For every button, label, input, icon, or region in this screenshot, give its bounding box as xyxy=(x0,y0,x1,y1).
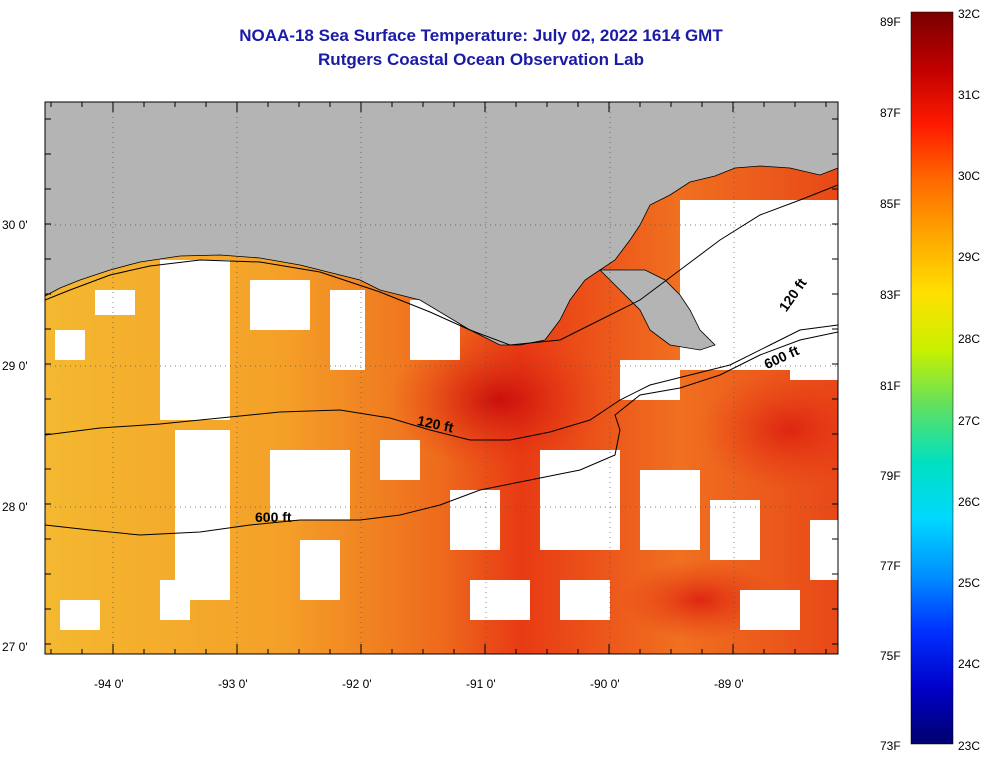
lon-tick-label: -92 0' xyxy=(342,677,372,691)
warm-patch-east xyxy=(700,370,838,490)
contour-120ft xyxy=(45,184,838,346)
colorbar-label-c: 31C xyxy=(958,88,980,102)
land-delta xyxy=(599,269,716,351)
lon-axis: -94 0' -93 0' -92 0' -91 0' -90 0' -89 0… xyxy=(94,677,744,691)
colorbar-label-c: 26C xyxy=(958,495,980,509)
colorbar-label-f: 79F xyxy=(880,469,901,483)
colorbar-label-f: 87F xyxy=(880,106,901,120)
colorbar-f-labels: 89F 87F 85F 83F 81F 79F 77F 75F 73F xyxy=(880,15,901,753)
lat-tick-label: 29 0' xyxy=(2,359,28,373)
contour-label-120ft-central: 120 ft xyxy=(416,412,455,435)
map-subtitle: Rutgers Coastal Ocean Observation Lab xyxy=(318,50,644,69)
colorbar-label-c: 23C xyxy=(958,739,980,753)
contour-120ft-deep xyxy=(45,324,838,441)
colorbar-c-labels: 32C 31C 30C 29C 28C 27C 26C 25C 24C 23C xyxy=(958,7,980,753)
colorbar-label-f: 77F xyxy=(880,559,901,573)
lat-tick-label: 30 0' xyxy=(2,218,28,232)
colorbar-label-f: 83F xyxy=(880,288,901,302)
map-frame xyxy=(44,101,839,655)
lon-tick-label: -93 0' xyxy=(218,677,248,691)
contour-600ft xyxy=(45,331,838,536)
lat-tick-label: 28 0' xyxy=(2,500,28,514)
lat-axis: 30 0' 29 0' 28 0' 27 0' xyxy=(2,218,28,654)
graticule xyxy=(45,102,838,654)
colorbar-label-c: 28C xyxy=(958,332,980,346)
colorbar-label-c: 27C xyxy=(958,414,980,428)
lon-tick-label: -89 0' xyxy=(714,677,744,691)
colorbar-label-f: 75F xyxy=(880,649,901,663)
colorbar-label-f: 85F xyxy=(880,197,901,211)
contour-label-600ft-west: 600 ft xyxy=(255,509,292,525)
lat-tick-label: 27 0' xyxy=(2,640,28,654)
colorbar-label-c: 32C xyxy=(958,7,980,21)
colorbar-label-c: 29C xyxy=(958,250,980,264)
lon-tick-label: -90 0' xyxy=(590,677,620,691)
colorbar-label-f: 73F xyxy=(880,739,901,753)
colorbar-label-c: 30C xyxy=(958,169,980,183)
lon-tick-label: -91 0' xyxy=(466,677,496,691)
colorbar-label-f: 89F xyxy=(880,15,901,29)
warm-core xyxy=(390,330,610,470)
land-mass xyxy=(45,102,838,346)
map-title: NOAA-18 Sea Surface Temperature: July 02… xyxy=(239,26,723,45)
colorbar-ramp xyxy=(910,11,954,745)
lon-tick-label: -94 0' xyxy=(94,677,124,691)
colorbar-label-c: 24C xyxy=(958,657,980,671)
axis-ticks xyxy=(45,102,838,654)
colorbar-label-f: 81F xyxy=(880,379,901,393)
cloud-mask xyxy=(55,200,838,630)
colorbar-label-c: 25C xyxy=(958,576,980,590)
